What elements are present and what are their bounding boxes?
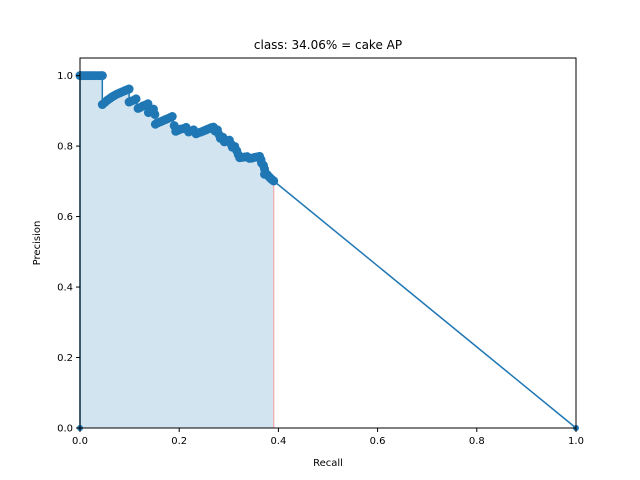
x-tick-label: 1.0 [568,436,584,447]
data-point [124,84,134,94]
x-tick-label: 0.4 [270,436,286,447]
y-axis-label: Precision [32,221,43,266]
y-axis-ticks: 0.0 0.2 0.4 0.6 0.8 1.0 [57,71,80,435]
x-tick-label: 0.2 [171,436,187,447]
y-tick-label: 0.4 [57,283,73,294]
chart-title: class: 34.06% = cake AP [254,38,402,52]
y-tick-label: 0.0 [57,424,73,435]
data-point [131,94,141,104]
y-tick-label: 1.0 [57,71,73,82]
data-point [167,111,177,121]
data-point [269,176,279,186]
data-point [150,109,160,119]
x-axis-label: Recall [313,458,343,469]
x-tick-label: 0.0 [72,436,88,447]
ap-area-fill [80,75,274,428]
x-tick-label: 0.8 [469,436,485,447]
y-tick-label: 0.6 [57,212,73,223]
axes-frame [79,57,577,429]
y-tick-label: 0.8 [57,142,73,153]
x-axis-ticks: 0.0 0.2 0.4 0.6 0.8 1.0 [72,428,584,447]
x-tick-label: 0.6 [370,436,386,447]
y-tick-label: 0.2 [57,353,73,364]
data-point [97,71,107,81]
plot-area [75,71,579,431]
